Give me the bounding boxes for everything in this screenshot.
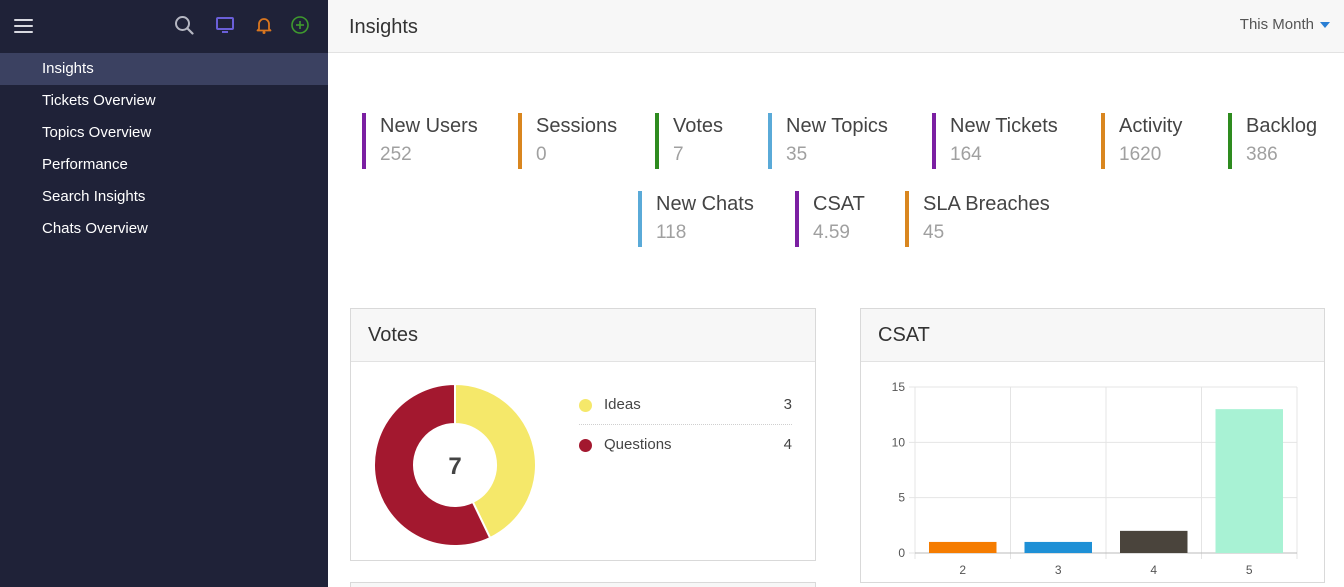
stat-value: 1620 <box>1119 144 1162 165</box>
stat-value: 35 <box>786 144 808 165</box>
stat-csat: CSAT 4.59 <box>795 191 865 247</box>
stat-activity: Activity 1620 <box>1101 113 1182 169</box>
stat-value: 164 <box>950 144 982 165</box>
stat-new-tickets: New Tickets 164 <box>932 113 1058 169</box>
x-tick-label: 4 <box>1150 563 1157 577</box>
stat-value: 45 <box>923 222 945 243</box>
stat-label: SLA Breaches <box>923 193 1050 215</box>
csat-card: CSAT 0 5 10 15 2 3 4 5 <box>860 308 1325 583</box>
sidebar-item-topics-overview[interactable]: Topics Overview <box>42 124 152 141</box>
sidebar: Insights Tickets Overview Topics Overvie… <box>0 0 328 587</box>
sidebar-item-chats-overview[interactable]: Chats Overview <box>42 220 148 237</box>
bell-icon[interactable] <box>254 15 274 35</box>
stat-label: Backlog <box>1246 115 1318 137</box>
legend-value: 4 <box>783 436 792 453</box>
x-tick-label: 2 <box>959 563 966 577</box>
y-tick-label: 10 <box>892 435 906 449</box>
legend-item-ideas: Ideas 3 <box>579 385 792 425</box>
bar-2 <box>929 541 997 553</box>
sidebar-item-insights[interactable]: Insights <box>0 53 328 85</box>
legend-dot <box>579 439 592 452</box>
sidebar-item-search-insights[interactable]: Search Insights <box>42 188 146 205</box>
monitor-icon[interactable] <box>215 15 235 35</box>
sidebar-item-performance[interactable]: Performance <box>42 156 128 173</box>
legend-label: Questions <box>604 436 672 453</box>
stat-new-users: New Users 252 <box>362 113 478 169</box>
sidebar-item-tickets-overview[interactable]: Tickets Overview <box>42 92 156 109</box>
bar-5 <box>1215 409 1283 553</box>
donut-slice-ideas <box>454 383 537 540</box>
stat-value: 4.59 <box>813 222 850 243</box>
search-icon[interactable] <box>174 15 194 35</box>
stat-label: New Chats <box>656 193 754 215</box>
stat-label: Votes <box>673 115 724 137</box>
menu-icon[interactable] <box>14 19 33 34</box>
period-dropdown[interactable]: This Month <box>1240 16 1330 33</box>
csat-bar-chart: 0 5 10 15 2 3 4 5 <box>892 380 1298 577</box>
caret-down-icon <box>1320 22 1330 29</box>
y-tick-label: 0 <box>898 546 905 560</box>
sidebar-toolbar <box>0 0 328 53</box>
page-title: Insights <box>349 16 418 38</box>
x-tick-label: 3 <box>1055 563 1062 577</box>
csat-card-title: CSAT <box>861 309 1324 362</box>
stat-label: New Tickets <box>950 115 1058 137</box>
bar-3 <box>1024 541 1092 553</box>
legend-label: Ideas <box>604 396 641 413</box>
legend-item-questions: Questions 4 <box>579 425 792 465</box>
period-label: This Month <box>1239 16 1314 33</box>
stat-label: New Users <box>380 115 478 137</box>
stat-new-topics: New Topics 35 <box>768 113 888 169</box>
next-card <box>350 582 816 587</box>
stat-label: CSAT <box>813 193 865 215</box>
page-header: Insights This Month <box>328 0 1344 53</box>
stat-value: 386 <box>1246 144 1278 165</box>
stat-backlog: Backlog 386 <box>1228 113 1317 169</box>
stat-sla-breaches: SLA Breaches 45 <box>905 191 1050 247</box>
y-tick-label: 5 <box>898 491 905 505</box>
x-tick-label: 5 <box>1246 563 1253 577</box>
votes-donut-chart: 7 <box>373 383 537 547</box>
stat-value: 7 <box>673 144 684 165</box>
bar-4 <box>1120 530 1188 553</box>
stat-label: New Topics <box>786 115 888 137</box>
stat-value: 118 <box>656 222 687 243</box>
sidebar-nav: Insights Tickets Overview Topics Overvie… <box>0 53 328 245</box>
votes-card-title: Votes <box>351 309 815 362</box>
stat-value: 252 <box>380 144 412 165</box>
legend-dot <box>579 399 592 412</box>
stat-label: Sessions <box>536 115 618 137</box>
stat-label: Activity <box>1119 115 1183 137</box>
donut-center-label: 7 <box>448 453 461 480</box>
stat-new-chats: New Chats 118 <box>638 191 754 247</box>
add-circle-icon[interactable] <box>290 15 310 35</box>
stat-value: 0 <box>536 144 547 165</box>
stat-votes: Votes 7 <box>655 113 723 169</box>
votes-card: Votes 7 Ideas 3 Questions 4 <box>350 308 816 561</box>
donut-slice-questions <box>373 383 492 547</box>
legend-value: 3 <box>783 396 792 413</box>
y-tick-label: 15 <box>892 380 906 394</box>
stat-sessions: Sessions 0 <box>518 113 617 169</box>
